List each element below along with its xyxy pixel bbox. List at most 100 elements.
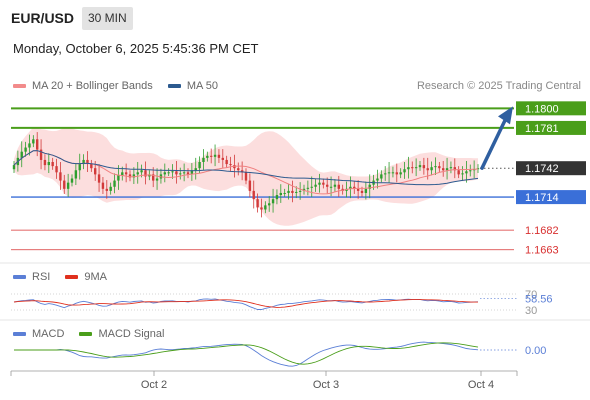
candle-body xyxy=(43,159,47,166)
candle-body xyxy=(86,159,89,165)
candle-body xyxy=(291,190,294,193)
rsi-9ma-line xyxy=(13,299,478,308)
candle-body xyxy=(434,166,437,168)
candle-body xyxy=(74,170,78,179)
time-tick-label-0: Oct 2 xyxy=(141,379,167,391)
candle-body xyxy=(213,154,217,157)
candle-body xyxy=(237,168,240,171)
candle-body xyxy=(167,172,170,174)
candle-body xyxy=(113,180,116,187)
legend-label-ma20: MA 20 + Bollinger Bands xyxy=(32,80,153,92)
candle-body xyxy=(399,172,402,175)
candle-body xyxy=(182,172,186,174)
candle-body xyxy=(47,162,50,166)
candle-body xyxy=(449,167,453,169)
candle-body xyxy=(190,170,194,175)
candle-body xyxy=(252,190,255,200)
candle-body xyxy=(12,165,16,170)
candle-body xyxy=(163,172,166,175)
candle-body xyxy=(24,147,27,152)
candle-body xyxy=(101,182,105,189)
level-label-2: 1.1742 xyxy=(525,163,559,175)
candle-body xyxy=(326,184,329,187)
candle-body xyxy=(70,178,74,183)
candle-body xyxy=(94,168,97,175)
candle-body xyxy=(32,139,35,144)
forecast-arrow xyxy=(480,106,513,170)
candle-body xyxy=(148,174,151,177)
candle-body xyxy=(310,186,313,188)
candle-body xyxy=(476,168,480,170)
legend-label-ma50: MA 50 xyxy=(186,80,219,92)
candle-body xyxy=(275,195,279,200)
candle-body xyxy=(364,188,368,193)
candle-body xyxy=(55,166,58,173)
candle-body xyxy=(244,172,248,181)
main-legend: MA 20 + Bollinger Bands MA 50 xyxy=(13,80,230,92)
candle-body xyxy=(221,157,224,160)
candle-body xyxy=(395,172,398,175)
candle-body xyxy=(268,203,271,206)
candle-body xyxy=(202,157,205,162)
moving-averages xyxy=(13,150,479,195)
candle-body xyxy=(240,170,244,173)
candle-body xyxy=(105,188,108,191)
candle-body xyxy=(82,159,85,165)
time-tick-label-1: Oct 3 xyxy=(313,379,339,391)
ma50-line xyxy=(13,150,479,186)
level-label-1: 1.1781 xyxy=(525,123,559,135)
candle-body xyxy=(51,162,54,167)
candle-body xyxy=(360,190,364,193)
candle-body xyxy=(260,207,263,210)
candle-body xyxy=(422,165,426,169)
candle-body xyxy=(430,167,433,171)
candle-body xyxy=(283,192,286,194)
legend-swatch-macd xyxy=(13,332,26,337)
candle-body xyxy=(438,166,441,169)
candle-body xyxy=(353,186,356,189)
candle-body xyxy=(248,180,252,191)
candle-body xyxy=(445,168,449,171)
macd-current-value: 0.00 xyxy=(525,345,546,357)
price-levels xyxy=(11,107,514,251)
level-tag-3 xyxy=(516,190,586,205)
candle-body xyxy=(387,172,391,174)
legend-swatch-rsi xyxy=(13,275,26,280)
candle-body xyxy=(391,172,395,174)
legend-swatch-macd-signal xyxy=(79,332,93,337)
macd-signal-line xyxy=(14,342,479,365)
legend-label-macd: MACD xyxy=(32,328,65,340)
candle-body xyxy=(403,169,406,173)
candle-body xyxy=(314,184,317,187)
time-axis: Oct 2 Oct 3 Oct 4 xyxy=(10,370,518,391)
candle-body xyxy=(453,167,456,171)
candle-body xyxy=(302,188,306,191)
candle-body xyxy=(97,174,101,183)
candle-body xyxy=(318,182,321,185)
legend-item-ma50: MA 50 xyxy=(167,80,219,92)
candle-body xyxy=(59,172,62,181)
candle-body xyxy=(225,159,228,165)
level-label-3: 1.1714 xyxy=(525,192,559,204)
candle-body xyxy=(279,192,282,196)
level-label-0: 1.1800 xyxy=(525,103,559,115)
candle-body xyxy=(36,139,39,150)
candle-body xyxy=(472,169,476,171)
candle-body xyxy=(333,184,337,187)
candle-body xyxy=(469,170,472,172)
legend-item-9ma: 9MA xyxy=(65,271,107,283)
candle-body xyxy=(349,186,352,189)
candle-body xyxy=(411,167,414,169)
timeframe-badge[interactable]: 30 MIN xyxy=(82,7,133,30)
candle-body xyxy=(136,172,139,175)
candle-body xyxy=(414,167,418,169)
legend-swatch-9ma xyxy=(65,275,79,280)
legend-label-9ma: 9MA xyxy=(84,271,108,283)
candle-body xyxy=(442,168,445,171)
candle-body xyxy=(206,155,209,158)
candle-body xyxy=(109,186,112,191)
candle-body xyxy=(217,154,221,158)
symbol-label: EUR/USD xyxy=(11,10,75,26)
legend-item-macd: MACD xyxy=(13,328,64,340)
